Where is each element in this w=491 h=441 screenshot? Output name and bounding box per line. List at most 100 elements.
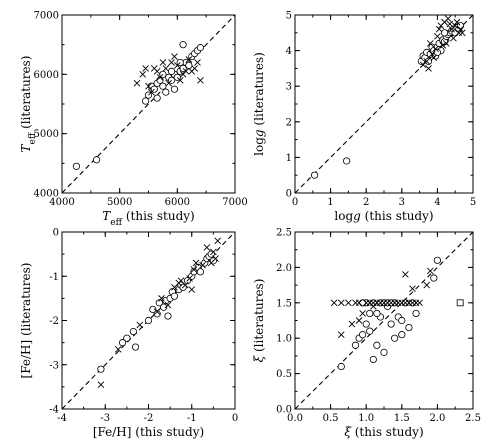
logg-cross-point <box>430 54 438 62</box>
teff-cross-point <box>176 76 184 84</box>
xi-cross-point <box>359 310 366 317</box>
feh-x-axis-label: [Fe/H] (this study) <box>93 425 204 439</box>
teff-cross-point <box>159 59 167 66</box>
xi-y-axis-label: ξ (literatures) <box>252 279 266 363</box>
feh-circle-point <box>170 292 179 300</box>
logg-ylabel-suffix: (literatures) <box>252 52 266 129</box>
feh-cross-point <box>214 237 222 245</box>
xi-cross-point <box>330 299 338 307</box>
teff-cross-point <box>139 71 147 78</box>
feh-cross-point <box>153 308 161 315</box>
xi-circle-point <box>430 274 438 282</box>
logg-cross-point <box>435 25 443 33</box>
xi-y-tick-label: 2.0 <box>276 263 292 274</box>
logg-circle-point <box>424 57 433 65</box>
feh-x-tick-label: -3 <box>100 413 110 424</box>
teff-x-tick-label: 5000 <box>107 197 132 208</box>
teff-ylabel-sub: eff <box>28 132 38 144</box>
xi-cross-point <box>426 267 434 275</box>
teff-cross-point <box>197 76 204 84</box>
xi-ylabel-base: ξ <box>252 354 266 362</box>
xi-cross-point <box>355 299 363 307</box>
teff-y-tick-label: 4000 <box>34 189 59 200</box>
teff-x-tick-label: 7000 <box>222 197 247 208</box>
xi-circle-point <box>391 334 399 342</box>
logg-cross-point <box>451 22 459 29</box>
feh-circle-point <box>131 343 140 351</box>
teff-cross-point <box>162 65 170 72</box>
xi-panel: 0.0 0.5 1.0 1.5 2.0 2.5 0.0 0.5 1.0 1.5 2.0 2.5 ξ (t… <box>252 228 481 440</box>
xi-y-tick-label: 0.5 <box>276 369 292 380</box>
xi-y-tick-label: 0.0 <box>276 405 292 416</box>
feh-y-tick-label: -3 <box>49 360 59 371</box>
feh-cross-point <box>164 301 172 309</box>
feh-cross-point <box>190 266 198 273</box>
feh-circle-point <box>123 334 131 342</box>
xi-cross-point <box>352 299 359 307</box>
feh-cross-point <box>186 275 193 282</box>
feh-xlabel-suffix: (this study) <box>131 425 204 439</box>
logg-cross-point <box>453 18 461 26</box>
logg-cross-point <box>450 34 457 42</box>
teff-cross-point <box>145 82 152 90</box>
teff-circle-point <box>167 67 176 75</box>
xi-x-tick-label: 2.5 <box>465 413 481 424</box>
teff-cross-point <box>171 53 178 60</box>
feh-x-tick-label: -4 <box>57 413 67 424</box>
xi-circle-point <box>387 320 395 328</box>
logg-ylabel-base: log <box>252 137 266 156</box>
teff-ylabel-suffix: (literatures) <box>19 56 33 133</box>
xi-x-tick-label: 0.0 <box>287 413 303 424</box>
teff-x-tick-label: 4000 <box>49 197 74 208</box>
teff-y-tick-label: 5000 <box>34 129 59 140</box>
logg-x-axis-label: logg (this study) <box>334 209 433 223</box>
xi-circle-point <box>398 331 406 339</box>
logg-y-tick-label: 1 <box>286 153 292 164</box>
logg-y-tick-label: 3 <box>286 82 292 93</box>
xi-circle-point <box>369 355 377 364</box>
teff-circle-point <box>196 44 204 52</box>
teff-cross-point <box>194 59 201 66</box>
teff-xlabel-sub: eff <box>110 218 122 228</box>
feh-panel: -4 -3 -2 -1 0-4-3-2-10[Fe/H] (this study)[Fe… <box>19 228 238 440</box>
xi-cross-point <box>416 299 423 307</box>
teff-circle-point <box>142 97 150 105</box>
logg-cross-point <box>428 50 436 58</box>
logg-cross-point <box>446 20 454 28</box>
xi-cross-point <box>370 303 377 310</box>
teff-y-tick-label: 7000 <box>34 11 59 22</box>
teff-x-tick-label: 6000 <box>165 197 190 208</box>
feh-x-tick-label: -2 <box>144 413 154 424</box>
teff-circle-point <box>93 156 101 164</box>
xi-ylabel-suffix: (literatures) <box>252 279 266 356</box>
xi-circle-point <box>366 309 374 318</box>
teff-circle-point <box>179 41 187 49</box>
xi-x-tick-label: 2.0 <box>429 413 445 424</box>
xi-cross-point <box>355 317 363 324</box>
logg-circle-point <box>343 157 351 165</box>
teff-circle-point <box>156 76 164 84</box>
xi-y-tick-label: 2.5 <box>276 228 292 239</box>
teff-cross-point <box>188 68 196 75</box>
logg-x-tick-label: 3 <box>399 197 405 208</box>
xi-circle-point <box>433 256 441 264</box>
teff-panel: 4000 5000 6000 7000 4000 5000 6000 7000 Teff (th… <box>19 11 248 229</box>
feh-x-tick-label: 0 <box>232 413 238 424</box>
feh-circle-point <box>196 268 204 276</box>
xi-cross-point <box>337 331 345 338</box>
xi-one-to-one-line <box>294 231 474 410</box>
xi-circle-point <box>337 362 345 371</box>
logg-xlabel-italic: g <box>353 209 361 223</box>
teff-circle-point <box>159 82 167 90</box>
feh-y-axis-label: [Fe/H] (literatures) <box>19 263 33 379</box>
xi-cross-point <box>348 320 356 328</box>
teff-circle-point <box>170 85 179 93</box>
xi-y-tick-label: 1.0 <box>276 334 292 345</box>
feh-cross-point <box>210 248 217 256</box>
logg-circle-point <box>310 171 319 179</box>
feh-circle-point <box>97 365 105 373</box>
teff-y-axis-label: Teff (literatures) <box>19 56 38 153</box>
xi-x-tick-label: 1.5 <box>394 413 410 424</box>
logg-cross-point <box>425 65 432 72</box>
